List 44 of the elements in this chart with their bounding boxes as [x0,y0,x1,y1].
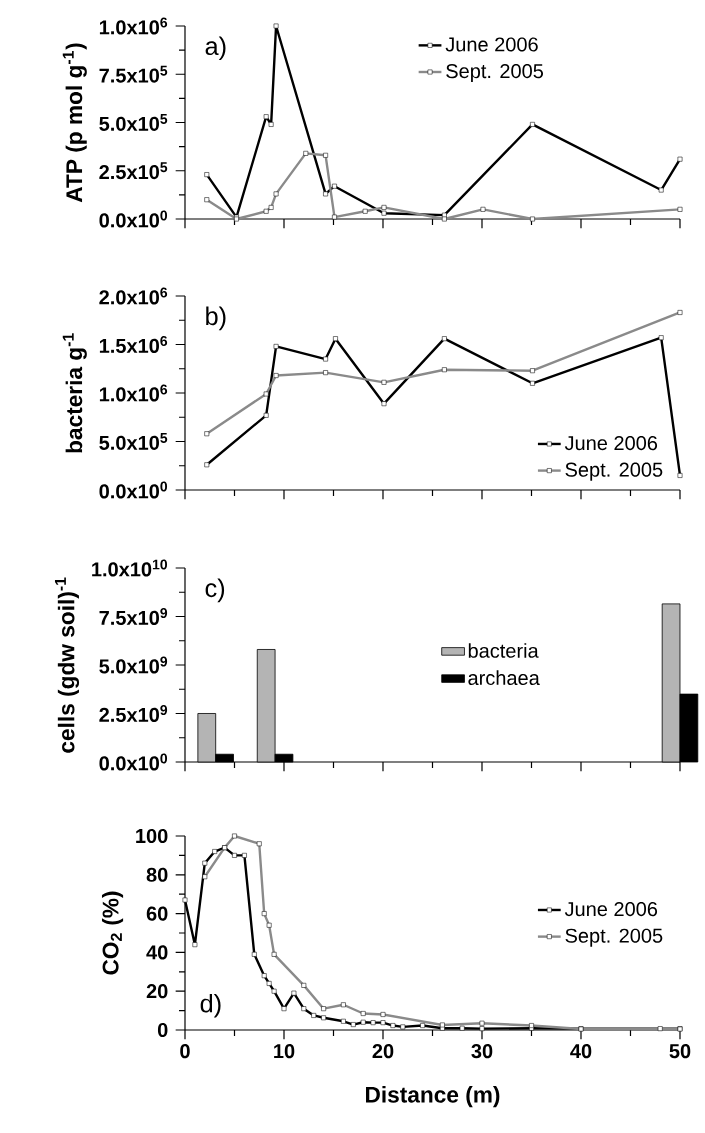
y-tick-label: 60 [146,906,168,921]
y-tick-label: 2.0x10$^{6}$ [99,287,168,305]
legend-label: June 2006 [564,902,658,917]
y-tick-label: 1.5x10$^{6}$ [99,336,168,353]
legend-label: Sept. 2005 [446,64,544,83]
y-tick-label: 100 [136,828,168,844]
y-tick-label: 5.0x10$^{9}$ [99,656,168,674]
y-tick-label: 0 [157,1022,168,1038]
y-tick-label: 5.0x10$^{5}$ [99,433,168,450]
annotation: b) [206,306,226,331]
x-axis-title: Distance (m) [366,1086,500,1108]
y-axis-title: ATP (p mol g$^{-1}$) [62,43,87,203]
y-tick-label: 2.5x10$^{9}$ [99,705,168,722]
y-tick-label: 1.0x10$^{6}$ [99,384,168,402]
legend-label: Sept. 2005 [565,462,663,481]
annotation: d) [200,993,221,1018]
y-tick-label: 2.5x10$^{5}$ [99,162,168,180]
y-tick-label: 0.0x10$^{0}$ [99,481,168,499]
x-tick-label: 20 [372,1044,394,1059]
x-tick-label: 10 [274,1044,295,1059]
y-tick-label: 40 [146,945,168,960]
x-tick-label: 40 [570,1044,592,1059]
legend-label: bacteria [468,643,539,658]
legend-label: Sept. 2005 [565,928,663,947]
y-tick-label: 80 [146,867,168,882]
y-tick-label: 20 [146,984,168,999]
legend-label: archaea [468,670,540,686]
y-axis-title: cells (gdw soil)$^{-1}$ [54,577,80,753]
legend-label: June 2006 [564,435,658,451]
annotation: c) [205,578,225,603]
y-tick-label: 7.5x10$^{5}$ [99,65,168,83]
y-tick-label: 5.0x10$^{5}$ [99,114,168,131]
legend-label: June 2006 [445,37,538,52]
x-tick-label: 30 [471,1044,493,1059]
y-tick-label: 1.0x10$^{10}$ [92,559,168,577]
y-tick-label: 0.0x10$^{0}$ [99,753,168,771]
y-tick-label: 0.0x10$^{0}$ [99,210,168,228]
y-tick-label: 1.0x10$^{6}$ [99,17,168,35]
y-axis-title: bacteria g$^{-1}$ [62,333,87,453]
x-tick-label: 0 [180,1044,190,1059]
y-axis-title: CO$_{2}$ (%) [101,891,124,975]
annotation: a) [205,36,226,61]
x-tick-label: 50 [669,1044,691,1059]
y-tick-label: 7.5x10$^{9}$ [99,608,168,625]
